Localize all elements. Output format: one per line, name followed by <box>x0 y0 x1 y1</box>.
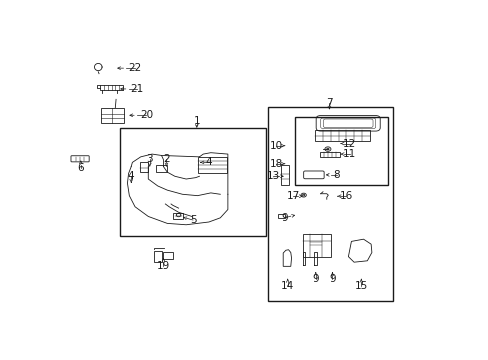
Text: 21: 21 <box>130 84 143 94</box>
Polygon shape <box>283 250 291 266</box>
Text: 17: 17 <box>286 191 299 201</box>
Text: 16: 16 <box>339 191 352 201</box>
Text: 10: 10 <box>269 141 282 151</box>
Bar <box>278 214 285 218</box>
Bar <box>100 85 123 90</box>
Text: 1: 1 <box>193 116 200 126</box>
Text: 13: 13 <box>266 171 280 181</box>
Text: 22: 22 <box>128 63 142 73</box>
Text: 8: 8 <box>333 170 340 180</box>
Text: 15: 15 <box>354 281 367 291</box>
Text: 7: 7 <box>325 98 332 108</box>
Bar <box>172 213 183 220</box>
Text: 9: 9 <box>281 213 287 223</box>
Text: 5: 5 <box>189 215 196 225</box>
Text: 9: 9 <box>328 274 335 284</box>
Bar <box>139 162 147 172</box>
Polygon shape <box>347 239 371 262</box>
Bar <box>197 157 226 174</box>
Text: 3: 3 <box>146 154 153 164</box>
Bar <box>280 165 288 185</box>
Text: 18: 18 <box>269 159 282 169</box>
Bar <box>314 130 369 141</box>
Text: 4: 4 <box>128 171 134 181</box>
Bar <box>302 234 331 257</box>
Text: 14: 14 <box>281 281 294 291</box>
Bar <box>156 166 167 172</box>
Text: 4: 4 <box>205 157 212 167</box>
Text: 2: 2 <box>163 154 169 164</box>
Text: 12: 12 <box>343 139 356 149</box>
Text: 20: 20 <box>140 110 153 120</box>
Bar <box>163 252 173 258</box>
Bar <box>154 251 162 262</box>
Text: 6: 6 <box>78 163 84 174</box>
Bar <box>319 152 340 157</box>
Text: 11: 11 <box>343 149 356 159</box>
Bar <box>295 117 387 185</box>
Text: 19: 19 <box>157 261 170 271</box>
Text: 9: 9 <box>312 274 319 284</box>
Bar <box>120 128 265 236</box>
Bar <box>101 108 123 123</box>
Bar <box>267 107 392 301</box>
